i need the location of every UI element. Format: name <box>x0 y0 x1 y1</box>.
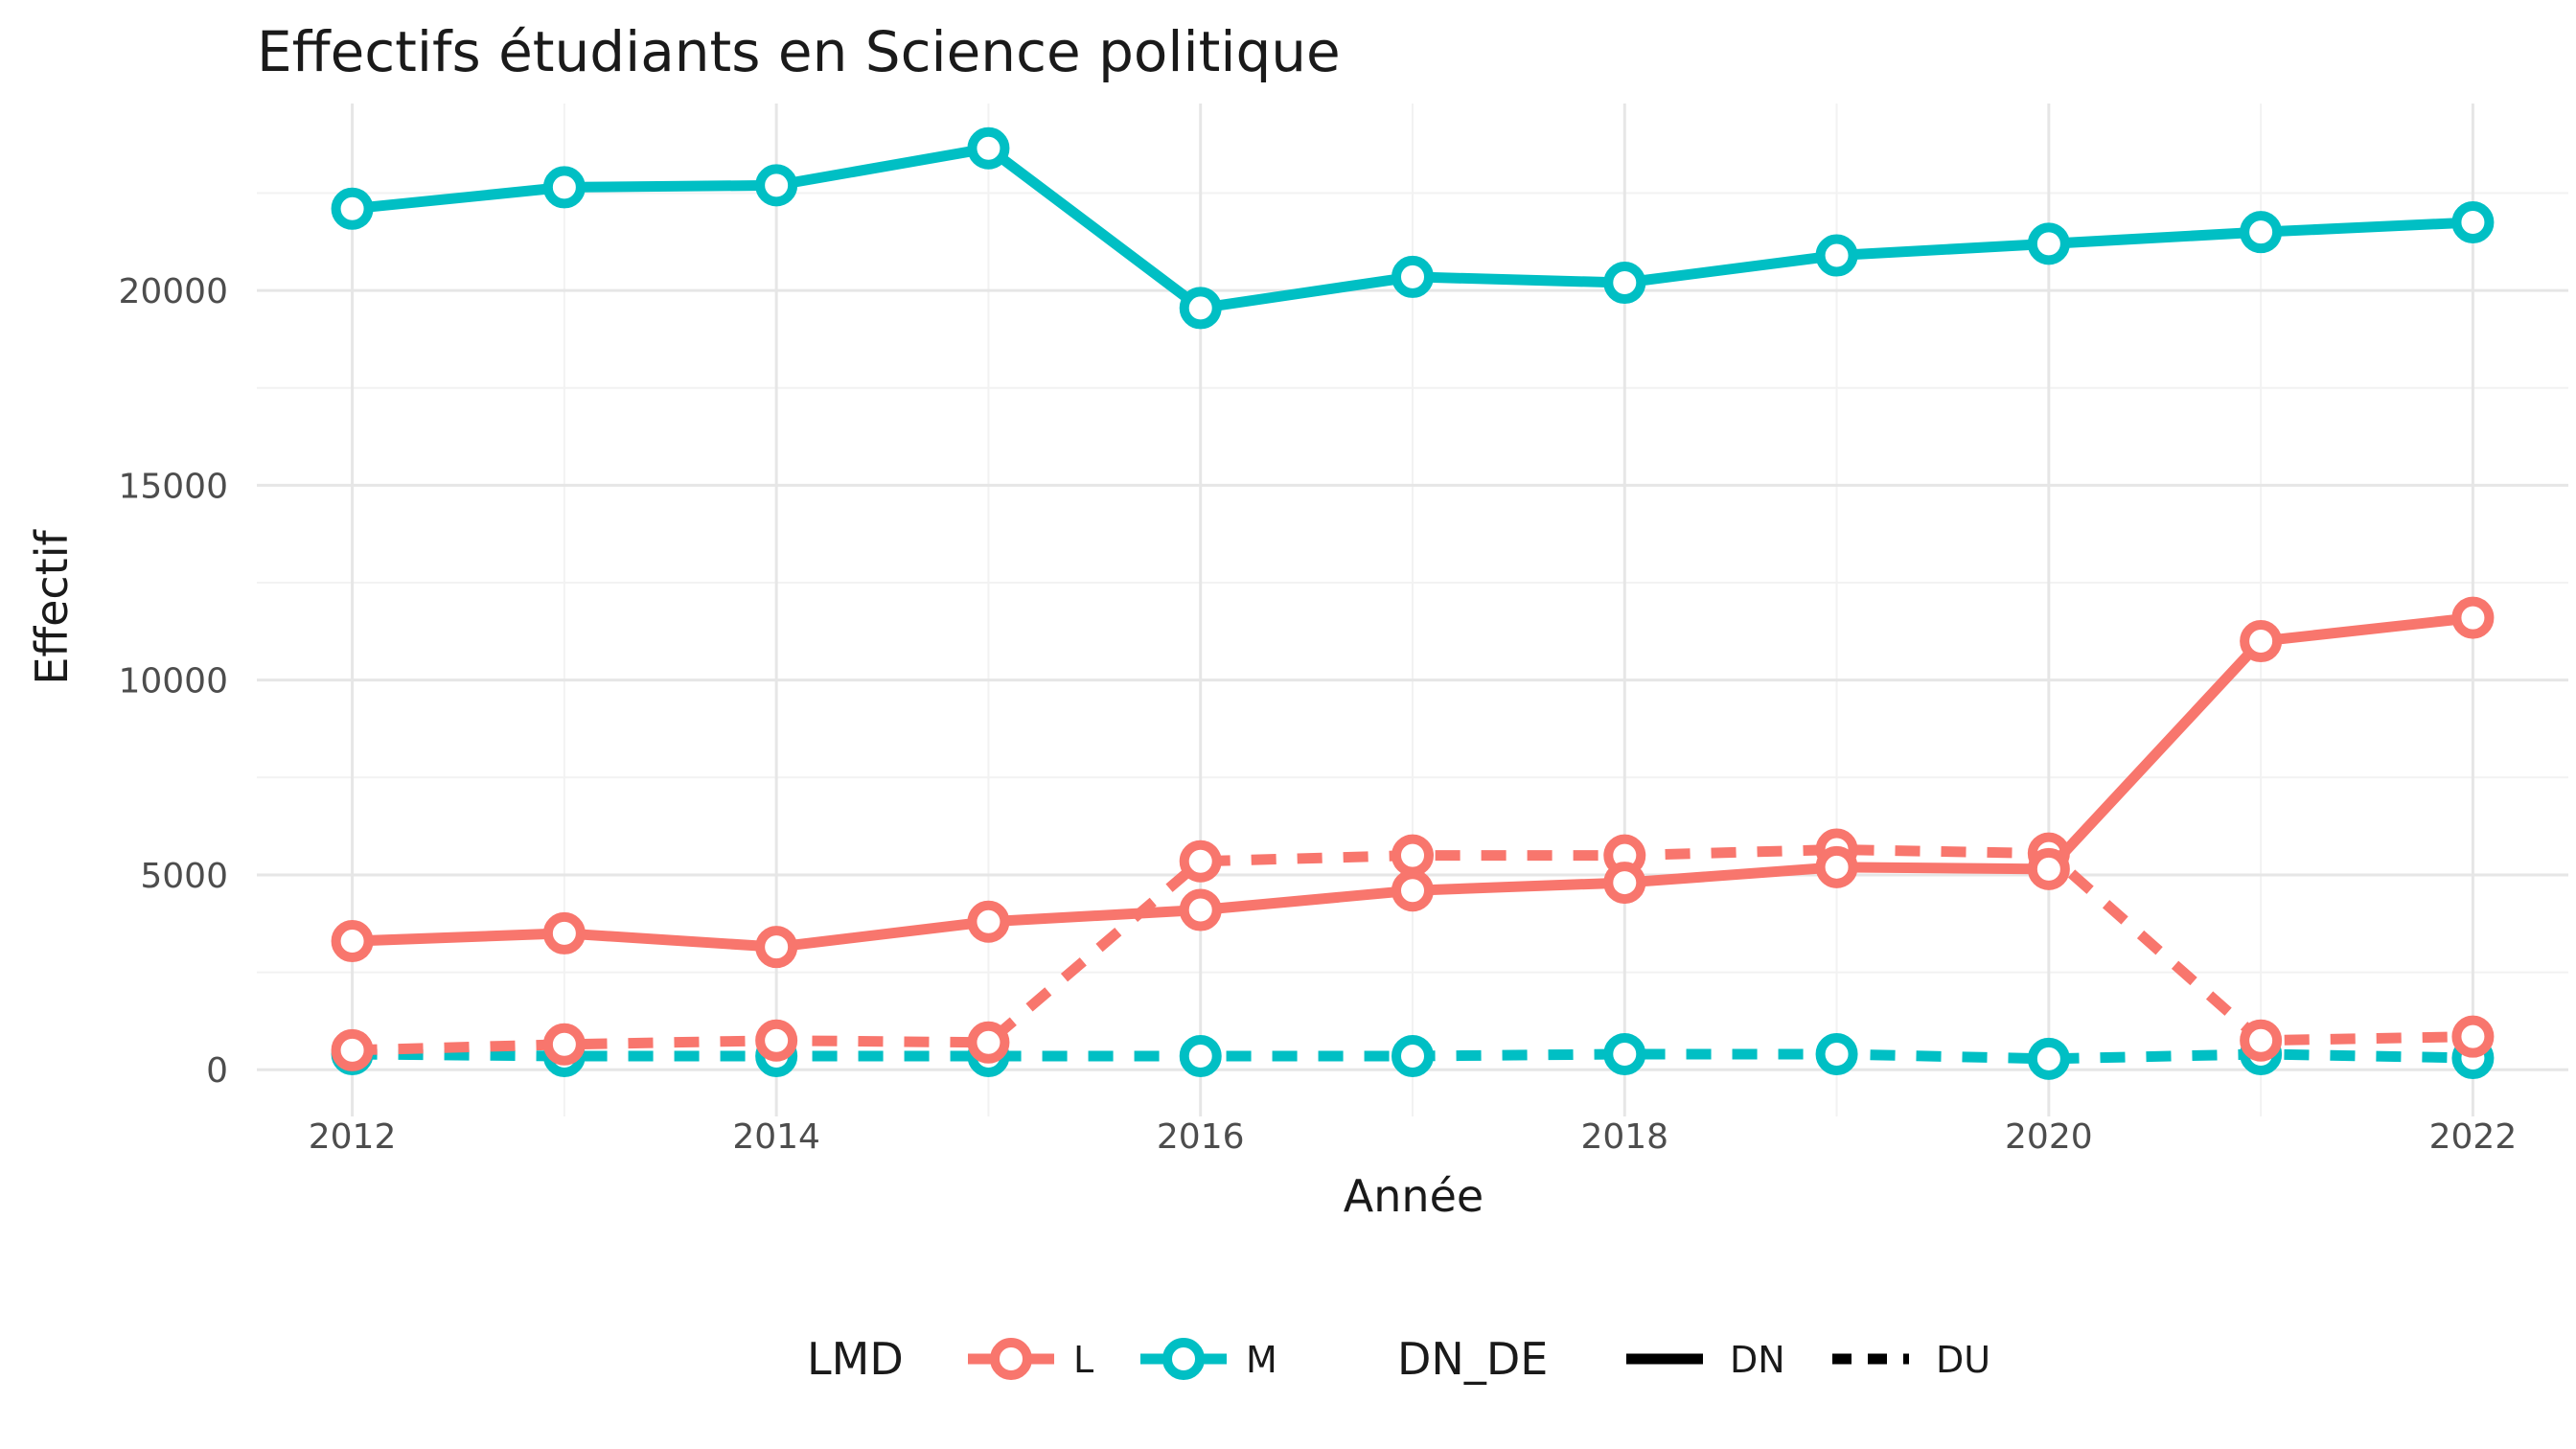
legend-label: M <box>1246 1339 1277 1381</box>
data-point <box>1179 1034 1222 1077</box>
data-point <box>2240 620 2283 663</box>
data-point <box>1603 1032 1646 1075</box>
data-point <box>1603 862 1646 905</box>
x-tick-label: 2012 <box>309 1117 397 1157</box>
plot-grid <box>257 104 2568 1116</box>
data-point <box>1179 840 1222 883</box>
y-axis-ticks: 0 5000 10000 15000 20000 <box>118 272 228 1091</box>
data-point <box>1392 869 1434 912</box>
x-tick-label: 2020 <box>2005 1117 2093 1157</box>
y-tick-label: 20000 <box>118 272 228 311</box>
y-tick-label: 0 <box>206 1051 228 1091</box>
legend-label: DU <box>1936 1339 1990 1381</box>
data-point <box>2240 1019 2283 1062</box>
data-point <box>2240 211 2283 254</box>
legend-key-L <box>968 1338 1054 1380</box>
data-point <box>331 1028 374 1071</box>
data-point <box>2027 222 2070 265</box>
data-point <box>755 164 798 207</box>
legend-key-point <box>1162 1338 1205 1380</box>
data-point <box>1815 234 1858 277</box>
data-point <box>1392 1034 1434 1077</box>
data-point <box>755 1019 798 1062</box>
data-point <box>1179 888 1222 932</box>
x-axis-ticks: 2012 2014 2016 2018 2020 2022 <box>309 1117 2517 1157</box>
data-point <box>542 911 586 954</box>
x-tick-label: 2016 <box>1157 1117 1245 1157</box>
legend: LMD L M DN_DE DN DU <box>807 1333 1990 1385</box>
x-tick-label: 2022 <box>2429 1117 2518 1157</box>
data-point <box>967 126 1010 170</box>
y-tick-label: 10000 <box>118 662 228 702</box>
data-point <box>331 920 374 963</box>
data-point <box>2027 1037 2070 1080</box>
data-point <box>1603 262 1646 305</box>
series-M-DN <box>331 126 2495 330</box>
data-point <box>755 926 798 969</box>
data-point <box>2451 596 2495 639</box>
data-point <box>967 900 1010 943</box>
data-point <box>1392 834 1434 877</box>
data-point <box>1815 845 1858 888</box>
data-point <box>1179 287 1222 330</box>
legend-label: L <box>1073 1339 1093 1381</box>
y-axis-title: Effectif <box>26 529 78 685</box>
data-point <box>2027 847 2070 890</box>
series-L-DN <box>331 596 2495 969</box>
data-point <box>1392 255 1434 298</box>
x-tick-label: 2014 <box>732 1117 820 1157</box>
data-point <box>967 1021 1010 1064</box>
data-point <box>2451 1015 2495 1058</box>
legend-key-point <box>990 1338 1032 1380</box>
legend-title-lmd: LMD <box>807 1333 904 1385</box>
x-axis-title: Année <box>1344 1170 1484 1222</box>
data-point <box>1815 1032 1858 1075</box>
x-tick-label: 2018 <box>1580 1117 1668 1157</box>
y-tick-label: 15000 <box>118 467 228 506</box>
data-point <box>331 187 374 230</box>
series-layer <box>331 126 2495 1080</box>
legend-title-dn-de: DN_DE <box>1397 1333 1548 1385</box>
legend-label: DN <box>1730 1339 1785 1381</box>
data-point <box>2451 200 2495 243</box>
data-point <box>542 166 586 209</box>
y-tick-label: 5000 <box>140 857 228 896</box>
data-point <box>542 1023 586 1066</box>
legend-key-M <box>1140 1338 1227 1380</box>
chart-title: Effectifs étudiants en Science politique <box>257 19 1341 84</box>
